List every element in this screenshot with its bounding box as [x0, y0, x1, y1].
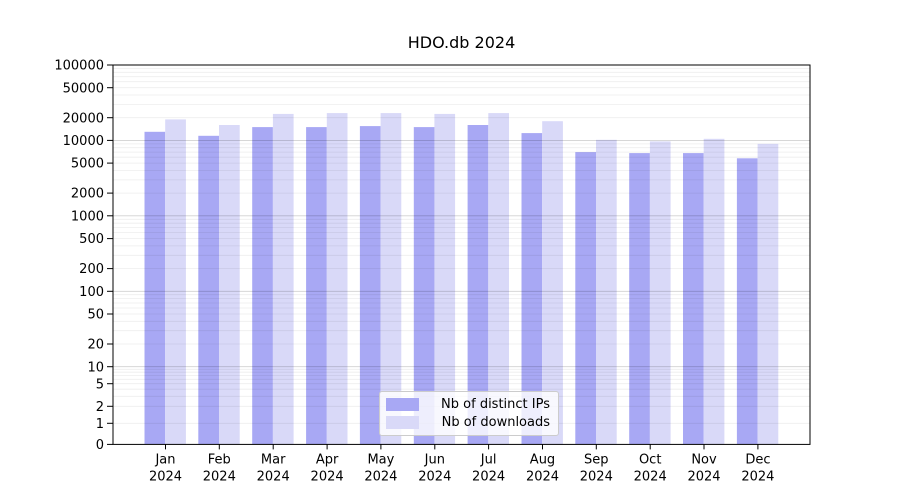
legend-item-distinct-ips: Nb of distinct IPs [386, 397, 550, 412]
x-tick-label-year: 2024 [741, 469, 774, 484]
bar-series0-month0 [144, 131, 166, 445]
x-tick-label-year: 2024 [311, 469, 344, 484]
bar-series1-month7 [542, 121, 563, 445]
x-tick-label-month: Apr [316, 452, 339, 467]
y-tick-label: 10 [87, 360, 104, 375]
y-tick-label: 20000 [63, 111, 104, 126]
bar-series1-month4 [380, 113, 402, 445]
bar-series1-month3 [326, 113, 348, 445]
bar-series1-month8 [596, 139, 617, 445]
x-tick-label-month: Sep [584, 452, 609, 467]
x-tick-label-month: Nov [691, 452, 717, 467]
bar-series0-month3 [306, 127, 327, 445]
legend-label-distinct-ips: Nb of distinct IPs [441, 397, 550, 412]
bar-series1-month5 [434, 113, 456, 445]
y-tick-label: 10000 [63, 134, 104, 149]
y-tick-label: 2 [96, 400, 104, 415]
plot-frame [112, 64, 811, 445]
y-tick-label: 500 [79, 232, 104, 247]
bar-series0-month4 [359, 126, 381, 445]
x-tick-label-year: 2024 [687, 469, 720, 484]
y-tick-label: 5000 [71, 157, 104, 172]
bar-series0-month7 [521, 133, 543, 445]
x-tick-label-month: Jan [154, 452, 175, 467]
x-tick-label-month: Oct [639, 452, 661, 467]
bar-series0-month5 [413, 127, 435, 445]
bar-series0-month10 [683, 153, 704, 445]
bar-series1-month0 [165, 119, 186, 445]
x-tick-label-year: 2024 [364, 469, 397, 484]
y-tick-label: 0 [96, 438, 104, 453]
y-tick-label: 20 [87, 338, 104, 353]
bar-series0-month1 [198, 135, 219, 445]
x-tick-label-year: 2024 [526, 469, 559, 484]
legend-item-downloads: Nb of downloads [386, 415, 550, 430]
y-tick-label: 100000 [54, 59, 104, 74]
y-tick-label: 1000 [71, 209, 104, 224]
x-tick-label-year: 2024 [580, 469, 613, 484]
legend-label-downloads: Nb of downloads [441, 415, 550, 430]
x-tick-label-month: Aug [530, 452, 555, 467]
x-tick-label-year: 2024 [149, 469, 182, 484]
y-tick-label: 50000 [63, 81, 104, 96]
x-tick-label-month: Jul [480, 452, 497, 467]
x-tick-label-month: Dec [745, 452, 770, 467]
x-tick-label-year: 2024 [418, 469, 451, 484]
bar-series1-month2 [272, 113, 294, 445]
y-tick-label: 50 [87, 308, 104, 323]
bar-series1-month1 [219, 125, 240, 445]
x-tick-label-month: Jun [424, 452, 445, 467]
y-tick-label: 100 [79, 285, 104, 300]
x-tick-label-month: May [367, 452, 394, 467]
y-tick-label: 200 [79, 262, 104, 277]
bar-series0-month11 [736, 158, 758, 445]
legend-swatch-distinct-ips [386, 398, 419, 411]
y-tick-label: 1 [96, 417, 104, 432]
x-tick-label-year: 2024 [257, 469, 290, 484]
bar-series1-month6 [488, 113, 509, 445]
x-tick-label-month: Feb [208, 452, 231, 467]
bar-series1-month11 [757, 143, 779, 445]
chart-title: HDO.db 2024 [407, 33, 516, 52]
x-tick-label-month: Mar [261, 452, 286, 467]
legend: Nb of distinct IPs Nb of downloads [379, 391, 559, 436]
x-tick-label-year: 2024 [472, 469, 505, 484]
bar-series0-month9 [629, 153, 650, 445]
bar-series0-month2 [252, 127, 273, 445]
y-tick-label: 2000 [71, 187, 104, 202]
bar-series1-month10 [703, 138, 725, 445]
y-tick-label: 5 [96, 377, 104, 392]
bar-series0-month8 [575, 152, 596, 445]
bar-series0-month6 [467, 125, 489, 445]
legend-swatch-downloads [386, 416, 419, 429]
x-tick-label-year: 2024 [634, 469, 667, 484]
x-tick-label-year: 2024 [203, 469, 236, 484]
bar-series1-month9 [649, 141, 671, 445]
